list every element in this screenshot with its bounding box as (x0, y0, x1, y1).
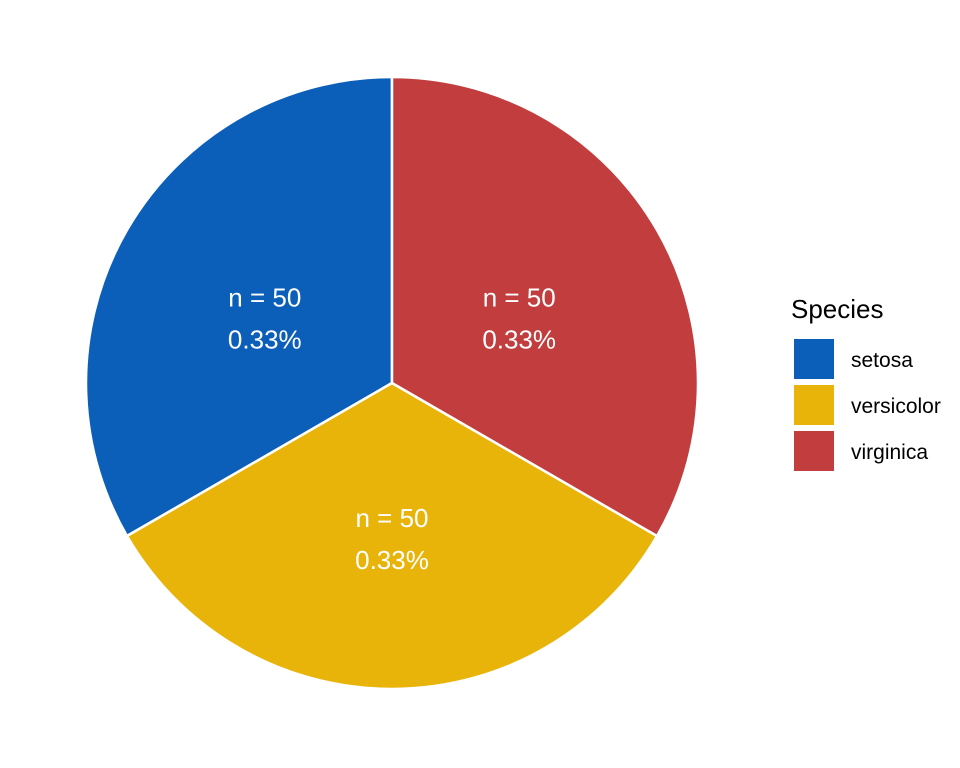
slice-percent-label-versicolor: 0.33% (355, 545, 429, 575)
legend-label-setosa: setosa (851, 349, 913, 372)
legend-items: setosa versicolor virginica (794, 339, 941, 471)
legend-swatch-setosa (794, 339, 834, 379)
pie-slices (84, 75, 700, 691)
legend-label-versicolor: versicolor (851, 395, 941, 418)
slice-percent-label-setosa: 0.33% (228, 325, 302, 355)
legend-swatch-virginica (794, 431, 834, 471)
pie-slice-setosa (84, 75, 394, 538)
slice-count-label-virginica: n = 50 (483, 283, 556, 313)
legend-label-virginica: virginica (851, 441, 928, 464)
slice-count-label-versicolor: n = 50 (355, 503, 428, 533)
pie-slice-virginica (390, 75, 700, 538)
slice-count-label-setosa: n = 50 (228, 283, 301, 313)
pie-slice-labels: n = 50 0.33% n = 50 0.33% n = 50 0.33% (228, 283, 556, 575)
pie-slice-versicolor (125, 381, 659, 691)
slice-percent-label-virginica: 0.33% (482, 325, 556, 355)
legend: Species setosa versicolor virginica (791, 294, 941, 471)
legend-title: Species (791, 294, 884, 324)
legend-swatch-versicolor (794, 385, 834, 425)
